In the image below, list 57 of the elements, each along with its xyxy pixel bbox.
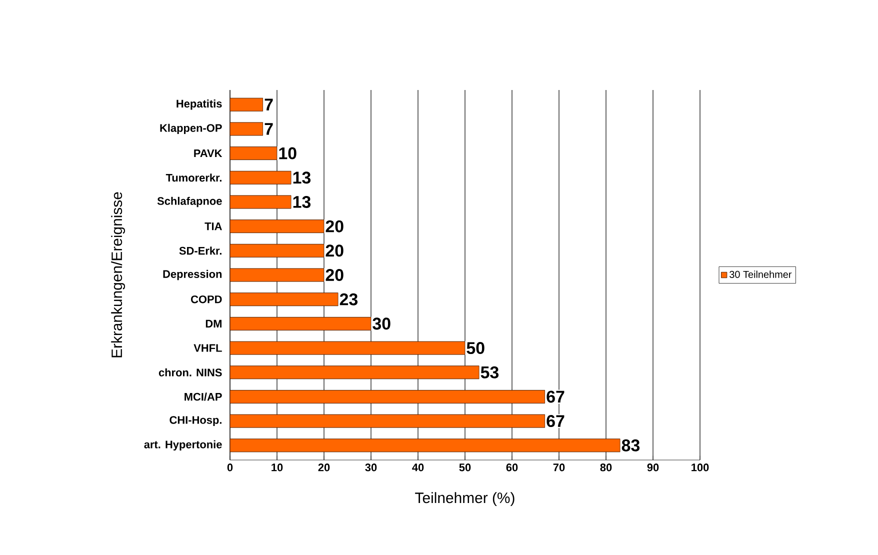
data-label: 13 (293, 196, 311, 208)
bar (230, 122, 264, 136)
data-label: 20 (326, 244, 344, 257)
bar (230, 244, 324, 258)
y-tick-label: DM (206, 320, 222, 328)
x-tick-label: 80 (600, 464, 612, 472)
x-tick-label: 30 (365, 464, 377, 472)
data-label: 67 (546, 390, 564, 403)
x-tick-label: 90 (647, 464, 659, 472)
y-tick-label: VHFL (194, 344, 222, 352)
data-label: 7 (264, 123, 273, 135)
x-tick-label: 50 (459, 464, 471, 472)
data-label: 20 (326, 220, 344, 232)
y-tick-label: Hepatitis (176, 100, 222, 110)
y-tick-label: Schlafapnoe (157, 196, 222, 208)
y-tick-label: art. Hypertonie (144, 440, 222, 450)
x-tick-label: 60 (506, 464, 518, 472)
y-tick-label: MCI/AP (184, 392, 222, 401)
bar (230, 268, 324, 282)
bar (230, 146, 278, 160)
legend-label: 30 Teilnehmer (730, 270, 792, 278)
bar (230, 366, 480, 380)
y-tick-label: CHI-Hosp. (170, 416, 222, 426)
data-label: 53 (480, 366, 499, 378)
data-label: 23 (340, 293, 358, 306)
y-tick-label: chron. NINS (158, 368, 222, 376)
bar (230, 316, 372, 330)
data-label: 50 (466, 342, 484, 354)
y-tick-label: Tumorerkr. (166, 174, 222, 182)
x-tick-label: 40 (412, 464, 424, 472)
data-label: 67 (546, 415, 564, 428)
y-tick-label: PAVK (194, 150, 222, 158)
data-label: 7 (264, 98, 273, 110)
bar (230, 195, 292, 209)
x-tick-label: 0 (227, 464, 233, 472)
x-tick-label: 10 (272, 464, 283, 472)
x-axis-title: Teilnehmer (%) (415, 492, 514, 506)
y-axis-title: Erkrankungen/Ereignisse (111, 192, 126, 358)
x-tick-label: 70 (553, 464, 565, 472)
data-label: 20 (326, 269, 344, 282)
bar (230, 98, 264, 112)
bar (230, 292, 338, 306)
data-label: 83 (622, 439, 640, 452)
y-tick-label: TIA (204, 222, 222, 230)
bar (230, 438, 620, 452)
data-label: 30 (372, 318, 390, 330)
bar (230, 341, 466, 355)
y-tick-label: SD-Erkr. (179, 246, 222, 255)
y-tick-label: Depression (163, 270, 222, 280)
y-tick-label: COPD (191, 295, 222, 304)
data-label: 10 (279, 147, 296, 160)
data-label: 13 (293, 172, 311, 184)
y-tick-label: Klappen-OP (160, 124, 222, 134)
x-tick-label: 100 (692, 464, 709, 472)
bar (230, 170, 292, 184)
bar (230, 220, 324, 234)
x-tick-label: 20 (318, 464, 330, 472)
